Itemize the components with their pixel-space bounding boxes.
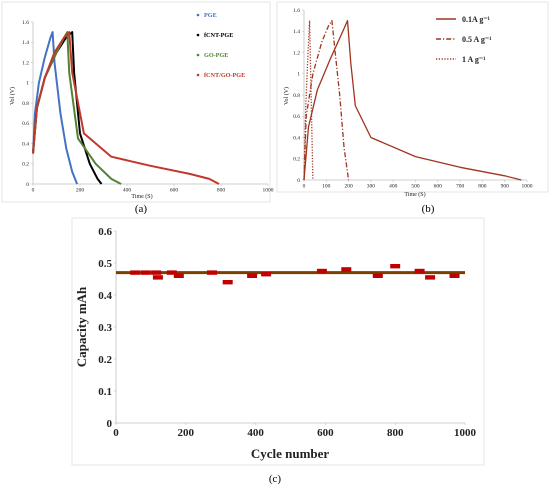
chart-a-y-tick-label: 1.6 [22, 20, 29, 26]
chart-c-data-point [151, 270, 162, 275]
chart-c-y-tick-label: 0.2 [98, 354, 112, 366]
chart-a-legend-marker [196, 53, 200, 57]
chart-c-x-tick-label: 1000 [454, 427, 477, 439]
chart-b-x-tick-label: 900 [501, 184, 510, 190]
chart-c-data-point [247, 273, 258, 278]
chart-a-ylabel: Vol (V) [9, 87, 16, 105]
chart-c-panel-label: (c) [269, 473, 282, 485]
chart-a-x-tick-label: 1000 [263, 188, 274, 194]
chart-c-y-tick-label: 0 [107, 418, 113, 430]
chart-c-x-tick-label: 600 [317, 427, 334, 439]
chart-c-data-point [261, 272, 272, 277]
chart-c-data-point [390, 264, 401, 269]
chart-c-data-point [207, 270, 217, 275]
chart-a-y-tick-label: 1.4 [22, 40, 29, 46]
chart-a-legend-label: PGE [204, 12, 217, 19]
chart-b-legend-label: 1 A g⁻¹ [462, 55, 486, 64]
chart-b-y-tick-label: 1 [297, 72, 300, 78]
chart-a-legend: PGE fCNT-PGE GO-PGE fCNT/GO-PGE [196, 12, 245, 79]
chart-b-y-tick-label: 1.6 [293, 8, 300, 14]
chart-b-series-line-1 [303, 19, 522, 181]
chart-b-y-tick-label: 1.4 [293, 29, 300, 35]
chart-a-y-tick-label: 1 [26, 81, 29, 87]
chart-b-series-line-3 [303, 19, 314, 181]
chart-a-y-tick-label: 0 [26, 182, 29, 188]
chart-a-y-tick-label: 0.4 [22, 141, 29, 147]
chart-b-x-tick-label: 100 [322, 184, 331, 190]
chart-b-x-tick-label: 700 [456, 184, 465, 190]
chart-a-legend-label: fCNT/GO-PGE [204, 72, 245, 79]
chart-a-frame [1, 1, 271, 203]
chart-c-data-point [130, 270, 141, 275]
chart-b-y-tick-label: 0 [297, 178, 300, 184]
chart-a: Vol (V) Time (S) 0 200 400 600 800 1000 0 0.2 0.… [1, 1, 274, 215]
chart-a-legend-marker [196, 73, 200, 77]
chart-c-y-tick-label: 0.3 [98, 322, 112, 334]
chart-c-y-tick-label: 0.5 [98, 258, 112, 270]
chart-c-y-tick-label: 0.1 [98, 386, 112, 398]
chart-a-x-tick-label: 400 [123, 188, 132, 194]
chart-c-ylabel: Capacity mAh [74, 286, 89, 367]
chart-c-y-tick-label: 0.6 [98, 226, 112, 238]
chart-a-legend-marker [196, 13, 200, 17]
chart-c-data-point [222, 280, 233, 285]
chart-a-legend-label: GO-PGE [204, 52, 228, 59]
chart-a-x-tick-label: 800 [217, 188, 226, 194]
chart-b-x-tick-label: 300 [367, 184, 376, 190]
chart-b-x-tick-label: 600 [434, 184, 443, 190]
chart-a-xlabel: Time (S) [131, 193, 152, 200]
chart-a-y-tick-label: 1.2 [22, 60, 29, 66]
chart-a-y-tick-label: 0.6 [22, 121, 29, 127]
chart-b-xlabel: Time (S) [404, 191, 425, 198]
chart-c-data-point [173, 273, 184, 278]
chart-b-y-tick-label: 1.2 [293, 50, 300, 56]
chart-c-y-tick-label: 0.4 [98, 290, 112, 302]
chart-c-x-tick-label: 200 [178, 427, 195, 439]
chart-b: Vol (V) Time (S) 0 100 200 300 400 500 600 700 8… [276, 1, 549, 215]
chart-c-data-point [166, 270, 177, 275]
chart-c-data-point [341, 267, 352, 272]
chart-b-ylabel: Vol (V) [283, 87, 290, 105]
chart-c-data-point [140, 270, 151, 275]
chart-a-y-tick-label: 0.2 [22, 162, 29, 168]
chart-a-legend-marker [196, 33, 200, 37]
chart-b-series-line-2 [303, 19, 350, 181]
chart-a-series-line-1 [32, 31, 79, 185]
chart-b-x-tick-label: 400 [389, 184, 398, 190]
chart-b-y-tick-label: 0.6 [293, 114, 300, 120]
chart-b-y-tick-label: 0.4 [293, 135, 300, 141]
chart-c-xlabel: Cycle number [251, 446, 330, 461]
chart-a-x-tick-label: 0 [32, 188, 35, 194]
chart-b-y-tick-label: 0.2 [293, 157, 300, 163]
chart-c-data-point [152, 275, 163, 280]
chart-c-x-tick-label: 0 [113, 427, 119, 439]
chart-c-data-point [316, 268, 327, 274]
chart-c-x-tick-label: 400 [247, 427, 264, 439]
chart-c-frame [71, 217, 485, 466]
chart-b-legend-label: 0.5 A g⁻¹ [462, 35, 492, 44]
chart-c-data-point [449, 273, 460, 278]
chart-b-legend-label: 0.1A g⁻¹ [462, 15, 491, 24]
chart-b-panel-label: (b) [422, 203, 435, 215]
chart-b-x-tick-label: 200 [344, 184, 353, 190]
chart-c-data-point [425, 275, 436, 280]
chart-a-panel-label: (a) [135, 203, 148, 215]
chart-b-y-tick-label: 0.8 [293, 93, 300, 99]
chart-b-x-tick-label: 800 [478, 184, 487, 190]
chart-a-series-line-4 [32, 31, 220, 185]
chart-b-legend: 0.1A g⁻¹ 0.5 A g⁻¹ 1 A g⁻¹ [436, 15, 492, 64]
chart-a-y-tick-label: 0.8 [22, 101, 29, 107]
chart-a-x-tick-label: 600 [170, 188, 179, 194]
chart-b-x-tick-label: 1000 [522, 184, 533, 190]
chart-c-data-point [372, 273, 383, 278]
chart-c-data-point [414, 268, 425, 274]
chart-a-legend-label: fCNT-PGE [204, 32, 233, 39]
chart-c-x-tick-label: 800 [387, 427, 404, 439]
chart-b-x-tick-label: 0 [303, 184, 306, 190]
chart-b-frame [276, 1, 549, 193]
chart-b-x-tick-label: 500 [411, 184, 420, 190]
chart-c: Capacity mAh Cycle number 0 200 400 600 800 1… [71, 217, 485, 485]
chart-a-x-tick-label: 200 [76, 188, 85, 194]
